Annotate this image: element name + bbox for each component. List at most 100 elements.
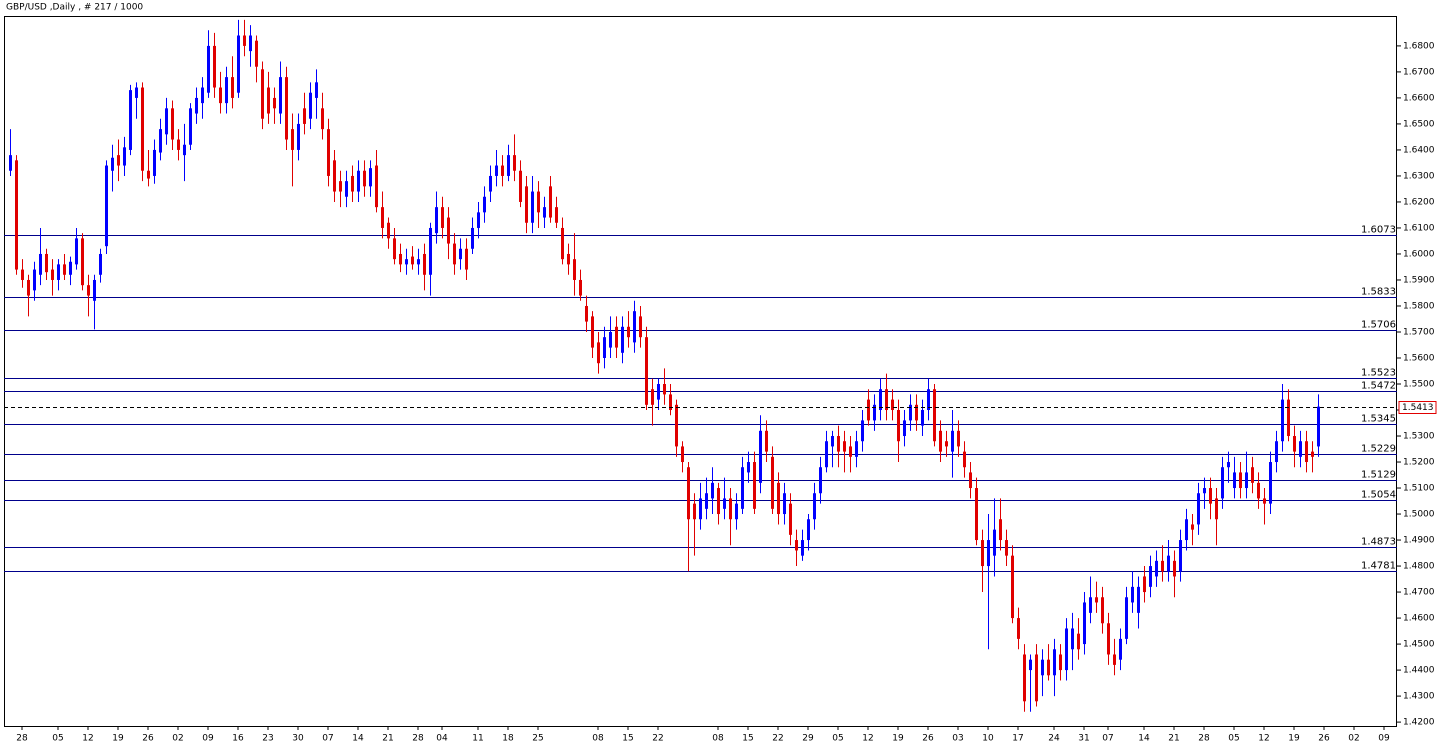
candle-body bbox=[681, 446, 684, 463]
x-tick-label: 31 bbox=[1078, 734, 1089, 744]
candle-body bbox=[303, 108, 306, 124]
candle-body bbox=[285, 77, 288, 140]
candle-body bbox=[735, 503, 738, 520]
candle-body bbox=[585, 305, 588, 322]
candle-body bbox=[477, 212, 480, 228]
candle-body bbox=[1185, 519, 1188, 541]
candle-body bbox=[771, 456, 774, 509]
candle-body bbox=[837, 436, 840, 452]
candle-body bbox=[363, 170, 366, 187]
candle-body bbox=[339, 181, 342, 192]
candle-body bbox=[807, 519, 810, 541]
candle-body bbox=[597, 342, 600, 364]
y-tick-label: 1.5700 bbox=[1403, 327, 1435, 337]
candle-body bbox=[801, 540, 804, 556]
candle-body bbox=[165, 108, 168, 135]
level-label: 1.5472 bbox=[1361, 381, 1396, 392]
candle-body bbox=[465, 248, 468, 270]
candle-body bbox=[675, 404, 678, 447]
candle-body bbox=[447, 217, 450, 244]
x-tick-label: 28 bbox=[1198, 734, 1210, 744]
candle-body bbox=[849, 446, 852, 457]
y-tick-label: 1.6400 bbox=[1403, 145, 1435, 155]
candle-body bbox=[1191, 524, 1194, 530]
candle-body bbox=[1161, 560, 1164, 572]
candle-body bbox=[393, 238, 396, 260]
candle-body bbox=[381, 207, 384, 228]
y-tick-label: 1.5500 bbox=[1403, 380, 1435, 390]
candle-body bbox=[375, 165, 378, 208]
candle-body bbox=[645, 337, 648, 405]
candle-body bbox=[861, 420, 864, 442]
candle-body bbox=[1083, 602, 1086, 645]
candle-body bbox=[1203, 488, 1206, 494]
candle-body bbox=[507, 155, 510, 176]
candle-body bbox=[633, 311, 636, 343]
y-tick-label: 1.5600 bbox=[1403, 353, 1435, 363]
candle-body bbox=[651, 389, 654, 405]
candle-body bbox=[135, 87, 138, 98]
candle-body bbox=[1143, 576, 1146, 593]
candle-body bbox=[333, 160, 336, 192]
x-tick-label: 24 bbox=[1048, 734, 1060, 744]
x-tick-label: 23 bbox=[262, 734, 273, 744]
candle-body bbox=[1101, 597, 1104, 624]
candle-body bbox=[189, 108, 192, 145]
candle-body bbox=[867, 399, 870, 421]
candle-body bbox=[435, 207, 438, 234]
level-label: 1.6073 bbox=[1361, 225, 1396, 236]
x-tick-label: 12 bbox=[1258, 734, 1269, 744]
y-tick-label: 1.6300 bbox=[1403, 171, 1435, 181]
candle-body bbox=[81, 238, 84, 286]
level-label: 1.5706 bbox=[1361, 320, 1396, 331]
y-tick-label: 1.4400 bbox=[1403, 666, 1435, 676]
candle-body bbox=[747, 462, 750, 473]
candle-body bbox=[441, 207, 444, 228]
candle-body bbox=[819, 467, 822, 494]
candle-body bbox=[1179, 540, 1182, 572]
y-tick-label: 1.5300 bbox=[1403, 432, 1435, 442]
candle-body bbox=[1281, 399, 1284, 442]
x-tick-label: 19 bbox=[892, 734, 904, 744]
candle-body bbox=[945, 441, 948, 447]
candle-body bbox=[51, 269, 54, 280]
candle-body bbox=[1227, 462, 1230, 468]
candle-body bbox=[741, 467, 744, 509]
y-tick-label: 1.6000 bbox=[1403, 249, 1435, 259]
candle-body bbox=[411, 256, 414, 265]
candle-body bbox=[531, 191, 534, 223]
candle-body bbox=[873, 404, 876, 421]
x-tick-label: 29 bbox=[802, 734, 814, 744]
candle-body bbox=[27, 279, 30, 296]
candle-body bbox=[429, 227, 432, 275]
y-tick-label: 1.6800 bbox=[1403, 41, 1435, 51]
x-tick-label: 05 bbox=[832, 734, 843, 744]
candle-body bbox=[1317, 406, 1320, 447]
candle-body bbox=[1233, 472, 1236, 489]
candle-body bbox=[495, 165, 498, 176]
candle-body bbox=[39, 253, 42, 275]
candle-body bbox=[1119, 638, 1122, 660]
y-tick-label: 1.4700 bbox=[1403, 588, 1435, 598]
candle-body bbox=[1245, 472, 1248, 489]
candle-body bbox=[249, 35, 252, 52]
candle-body bbox=[459, 248, 462, 260]
x-tick-label: 14 bbox=[352, 734, 364, 744]
candle-body bbox=[1065, 628, 1068, 671]
candle-body bbox=[1155, 560, 1158, 577]
candle-body bbox=[783, 493, 786, 515]
candle-body bbox=[1137, 586, 1140, 613]
candle-body bbox=[1023, 654, 1026, 702]
level-label: 1.4873 bbox=[1361, 537, 1396, 548]
candle-body bbox=[933, 389, 936, 442]
candle-body bbox=[993, 529, 996, 556]
candle-body bbox=[513, 155, 516, 171]
candle-body bbox=[111, 157, 114, 171]
candle-body bbox=[1173, 560, 1176, 577]
candle-body bbox=[891, 399, 894, 411]
candle-body bbox=[309, 92, 312, 119]
candle-body bbox=[693, 503, 696, 520]
level-label: 1.5523 bbox=[1361, 368, 1396, 379]
candle-body bbox=[117, 155, 120, 166]
